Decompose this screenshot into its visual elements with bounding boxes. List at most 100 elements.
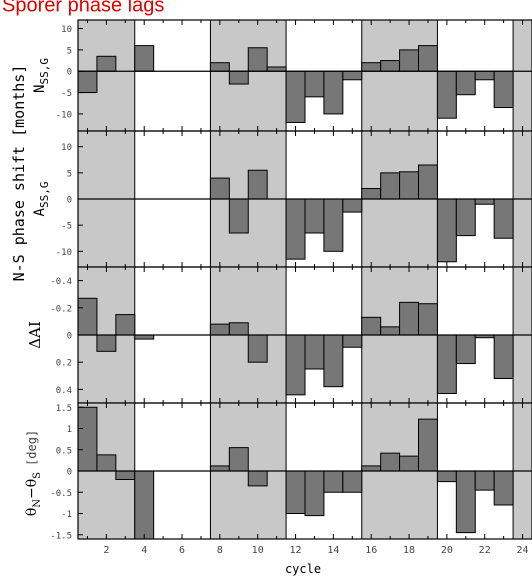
panel-2: 10 5 0 -5 -10 ASS,G	[32, 130, 532, 268]
panel-1: 10 5 0 -5 -10 NSS,G	[32, 19, 532, 132]
bar	[115, 314, 136, 336]
bar	[342, 70, 363, 81]
shared-y-axis-label: N-S phase shift [months]	[10, 65, 28, 282]
bar	[418, 303, 438, 336]
y-tick-label: -10	[56, 248, 72, 258]
y-tick-label: -10	[56, 110, 72, 120]
y-tick-label: -0.4	[50, 277, 72, 287]
bar	[247, 470, 268, 487]
bar	[399, 49, 420, 72]
bar	[455, 334, 476, 365]
x-tick-labels: 2 4 6 8 10 12 14 16 18 20 22 24	[103, 545, 528, 556]
bar	[380, 60, 401, 72]
bar	[209, 177, 230, 200]
x-tick-label: 2	[103, 545, 109, 556]
bar	[418, 45, 438, 72]
bar	[304, 470, 325, 517]
bar	[228, 322, 249, 336]
bar	[77, 297, 98, 336]
bar	[134, 45, 155, 72]
bar	[455, 198, 476, 237]
bar	[342, 334, 363, 348]
y-tick-label: 0	[67, 468, 72, 478]
y-tick-label: 0.2	[56, 359, 72, 369]
bar	[493, 198, 514, 239]
y-tick-label: 0.5	[56, 446, 72, 456]
bar	[285, 470, 306, 514]
x-tick-label: 12	[290, 545, 302, 556]
bar	[285, 334, 306, 396]
bar	[380, 452, 401, 472]
bar	[436, 334, 457, 394]
bar	[399, 301, 420, 336]
bar	[361, 465, 382, 472]
bar	[96, 55, 117, 72]
bar	[399, 171, 420, 200]
bar	[96, 454, 117, 472]
bar	[285, 198, 306, 260]
bar	[323, 470, 344, 493]
bar	[266, 66, 287, 72]
y-tick-label: 1.5	[56, 404, 72, 414]
y-tick-label: 10	[61, 143, 72, 153]
shaded-band	[513, 20, 532, 131]
bar	[323, 70, 344, 115]
panel-3: -0.4 -0.2 0 0.2 0.4 ΔAI	[26, 266, 532, 404]
bar	[436, 470, 457, 483]
bar	[474, 198, 495, 205]
bar	[418, 418, 438, 472]
bar	[323, 334, 344, 388]
bar	[380, 326, 401, 336]
bar	[228, 70, 249, 85]
x-axis-label: cycle	[285, 562, 321, 576]
y-tick-label: 10	[61, 25, 72, 35]
bar	[455, 470, 476, 534]
bar	[228, 447, 249, 472]
bar	[285, 70, 306, 123]
bar	[380, 172, 401, 200]
y-tick-label: 0.4	[56, 386, 72, 396]
bar	[455, 70, 476, 96]
y-tick-label: -1	[61, 510, 72, 520]
bar	[361, 62, 382, 72]
x-tick-label: 22	[479, 545, 491, 556]
bar	[493, 70, 514, 109]
bar	[247, 47, 268, 72]
bar	[361, 316, 382, 336]
panel-4: 1.5 1 0.5 0 -0.5 -1 -1.5 θN−θS[deg]	[24, 402, 532, 541]
bar	[323, 198, 344, 252]
y-tick-label: 0	[67, 68, 72, 78]
x-tick-label: 6	[179, 545, 185, 556]
bar	[399, 455, 420, 472]
panel-frame	[77, 402, 532, 540]
y-axis-label: ASS,G	[32, 182, 51, 217]
bar	[209, 62, 230, 72]
y-tick-label: -5	[61, 222, 72, 232]
y-tick-label: 5	[67, 169, 72, 179]
y-axis-label: ΔAI	[26, 321, 44, 349]
y-tick-label: -5	[61, 89, 72, 99]
bar	[342, 470, 363, 493]
y-tick-label: 0	[67, 196, 72, 206]
bar	[115, 470, 136, 480]
bar	[77, 70, 98, 94]
bar	[304, 70, 325, 98]
bar	[493, 470, 514, 506]
bar	[493, 334, 514, 380]
bar	[134, 470, 155, 540]
x-tick-label: 20	[441, 545, 453, 556]
bar	[134, 334, 155, 340]
shaded-band	[361, 20, 438, 131]
y-tick-label: -1.5	[50, 531, 72, 541]
x-tick-label: 18	[403, 545, 415, 556]
y-tick-label: -0.2	[50, 304, 72, 314]
bar	[361, 188, 382, 200]
figure-title: Spörer phase lags	[2, 0, 164, 16]
x-tick-label: 4	[141, 545, 147, 556]
bar	[474, 470, 495, 491]
x-tick-label: 24	[517, 545, 529, 556]
bar	[209, 465, 230, 472]
x-tick-label: 8	[217, 545, 223, 556]
bar	[436, 198, 457, 263]
